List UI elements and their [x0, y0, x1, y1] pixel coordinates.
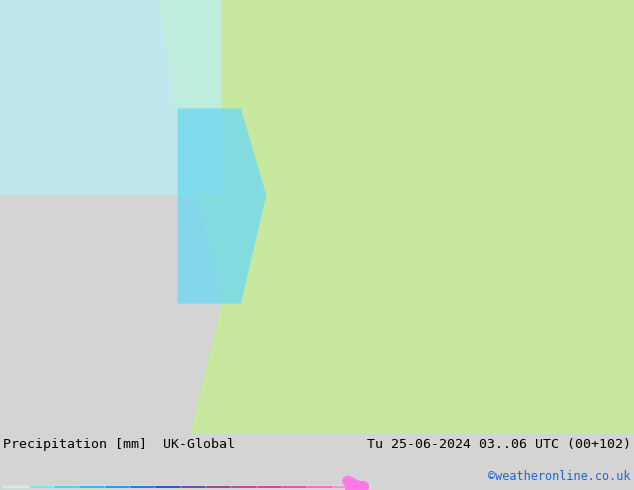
Polygon shape — [178, 108, 266, 304]
Bar — [155, 486, 181, 488]
Bar — [282, 486, 307, 488]
Bar — [206, 486, 231, 488]
Bar — [181, 486, 206, 488]
Polygon shape — [358, 486, 372, 488]
Bar — [105, 486, 130, 488]
Bar — [3, 486, 29, 488]
Text: Precipitation [mm]  UK-Global: Precipitation [mm] UK-Global — [3, 438, 235, 451]
Polygon shape — [0, 0, 222, 195]
Polygon shape — [158, 0, 634, 434]
Bar — [333, 486, 358, 488]
Bar — [307, 486, 333, 488]
Bar — [79, 486, 105, 488]
Text: ©weatheronline.co.uk: ©weatheronline.co.uk — [488, 470, 631, 483]
Bar — [54, 486, 79, 488]
Bar — [257, 486, 282, 488]
Bar — [130, 486, 155, 488]
Bar — [29, 486, 54, 488]
Bar — [231, 486, 257, 488]
Text: Tu 25-06-2024 03..06 UTC (00+102): Tu 25-06-2024 03..06 UTC (00+102) — [367, 438, 631, 451]
